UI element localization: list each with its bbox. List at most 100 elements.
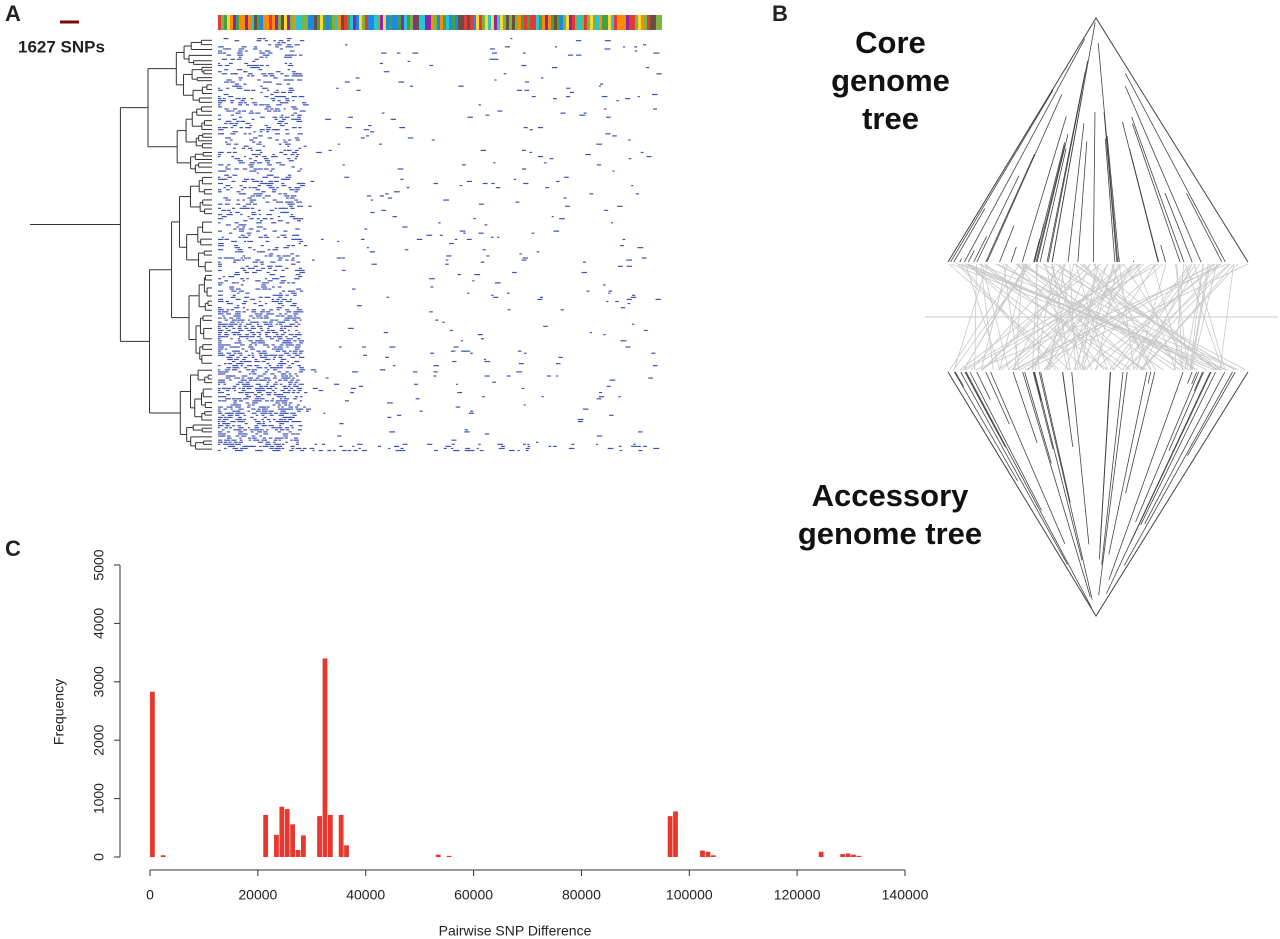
snp [237, 425, 241, 427]
snp [232, 354, 235, 356]
snp [234, 122, 239, 125]
tanglegram [925, 17, 1278, 617]
snp [224, 108, 229, 110]
snp [607, 447, 612, 450]
snp [626, 298, 632, 301]
snp [467, 116, 473, 118]
color-strip [626, 15, 629, 30]
snp [289, 298, 293, 301]
snp [268, 412, 273, 414]
snp [239, 437, 242, 439]
snp [259, 429, 264, 431]
snp [293, 385, 298, 387]
snp [291, 391, 296, 394]
color-strip [398, 15, 401, 30]
color-strip [410, 15, 413, 30]
snp [286, 367, 292, 369]
snp [412, 371, 418, 373]
snp [234, 449, 240, 452]
snp [328, 149, 332, 151]
snp [303, 145, 307, 147]
snp [260, 226, 263, 228]
snp [244, 296, 249, 298]
snp [583, 112, 587, 114]
snp [277, 216, 281, 218]
snp [232, 110, 235, 112]
snp [256, 180, 260, 183]
snp [236, 362, 241, 365]
snp [242, 385, 247, 387]
snp [282, 321, 286, 323]
snp [450, 350, 456, 352]
snp [263, 323, 270, 325]
snp [553, 230, 558, 232]
snp [238, 427, 244, 429]
snp [265, 64, 270, 67]
snp [272, 449, 279, 452]
snp [248, 228, 254, 230]
color-strip [518, 15, 521, 30]
snp [264, 296, 271, 298]
snp [295, 420, 302, 423]
snp [286, 38, 292, 40]
bar [322, 658, 328, 857]
snp [254, 344, 258, 346]
color-strip [287, 15, 290, 30]
snp [290, 439, 293, 441]
snp [287, 64, 294, 67]
color-strip [485, 15, 488, 30]
snp [280, 315, 285, 317]
snp [284, 56, 290, 58]
snp [248, 344, 253, 346]
snp [603, 284, 606, 286]
snp [218, 127, 222, 129]
snp [259, 445, 262, 447]
snp [235, 331, 240, 334]
snp-matrix [30, 15, 662, 452]
snp [302, 447, 307, 450]
snp [252, 60, 256, 62]
snp [221, 381, 226, 383]
snp [484, 224, 488, 226]
snp [341, 269, 346, 272]
snp [646, 155, 652, 158]
snp [278, 439, 282, 441]
snp [256, 439, 260, 441]
snp [261, 439, 268, 441]
snp [261, 379, 267, 381]
snp [269, 273, 276, 276]
snp [517, 449, 520, 452]
snp [225, 377, 231, 379]
snp [298, 127, 302, 129]
snp [236, 356, 240, 358]
color-strip [614, 15, 617, 30]
color-strip [305, 15, 308, 30]
snp [258, 104, 265, 106]
snp [281, 377, 287, 379]
snp [251, 213, 257, 216]
snp [218, 238, 224, 240]
snp [247, 75, 250, 77]
snp [222, 276, 226, 278]
snp [551, 66, 558, 69]
snp [284, 122, 288, 125]
snp [274, 95, 281, 98]
snp [255, 449, 261, 452]
snp [218, 89, 223, 91]
snp [269, 447, 274, 450]
snp [258, 334, 262, 336]
snp [218, 153, 222, 156]
snp [345, 127, 352, 129]
snp [218, 389, 221, 392]
snp [456, 449, 460, 452]
snp [258, 352, 263, 354]
snp [233, 429, 240, 431]
snp [253, 265, 259, 267]
snp [241, 302, 247, 305]
snp [234, 377, 241, 379]
snp [559, 218, 565, 220]
snp [279, 292, 282, 294]
snp [222, 178, 228, 180]
snp [292, 108, 299, 110]
snp [589, 331, 592, 334]
